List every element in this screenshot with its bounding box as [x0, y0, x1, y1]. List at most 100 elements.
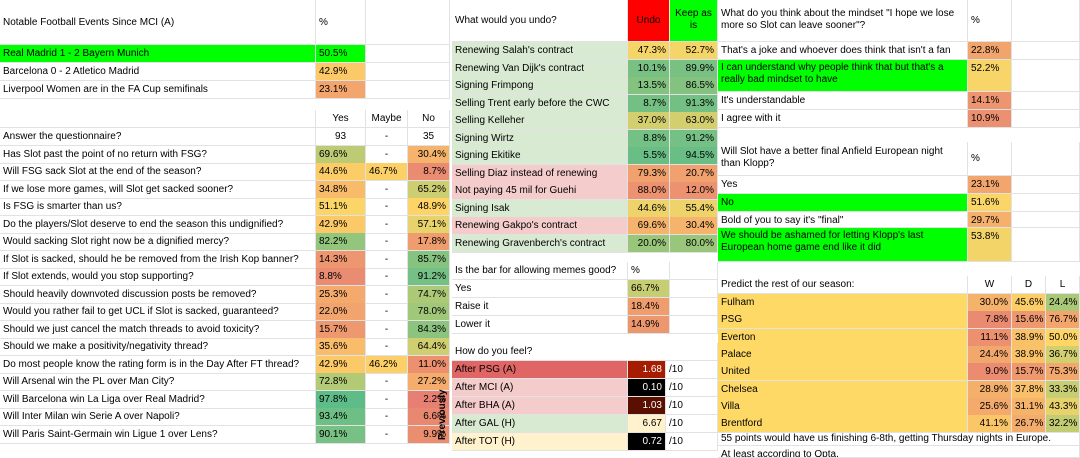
- undo-row-keep[interactable]: 20.7%: [670, 165, 718, 183]
- undo-row-undo[interactable]: 88.0%: [628, 182, 670, 200]
- survey-maybe[interactable]: -: [366, 426, 408, 444]
- predict-l[interactable]: 43.3%: [1046, 398, 1080, 416]
- memes-row-blank[interactable]: [670, 316, 718, 334]
- notable-pct-header[interactable]: %: [316, 0, 366, 45]
- predict-l[interactable]: 50.0%: [1046, 329, 1080, 347]
- undo-row-label[interactable]: Signing Frimpong: [452, 77, 628, 95]
- survey-question[interactable]: Will Arsenal win the PL over Man City?: [0, 373, 316, 391]
- survey-yes[interactable]: 22.0%: [316, 303, 366, 321]
- undo-header[interactable]: Undo: [628, 0, 670, 42]
- anfield-row-pct[interactable]: 23.1%: [968, 176, 1012, 194]
- undo-row-label[interactable]: Signing Isak: [452, 200, 628, 218]
- predict-w[interactable]: 25.6%: [968, 398, 1012, 416]
- memes-row-blank[interactable]: [670, 280, 718, 298]
- mindset-row-label[interactable]: That's a joke and whoever does think tha…: [718, 42, 968, 60]
- anfield-title[interactable]: Will Slot have a better final Anfield Eu…: [718, 142, 968, 176]
- survey-yes[interactable]: 42.9%: [316, 216, 366, 234]
- predict-team[interactable]: Villa: [718, 398, 968, 416]
- undo-row-label[interactable]: Signing Ekitike: [452, 147, 628, 165]
- predict-d[interactable]: 31.1%: [1012, 398, 1046, 416]
- predict-team[interactable]: PSG: [718, 311, 968, 329]
- survey-yes[interactable]: 14.3%: [316, 251, 366, 269]
- predict-l[interactable]: 33.3%: [1046, 381, 1080, 399]
- notable-row-empty[interactable]: [366, 63, 450, 81]
- survey-question[interactable]: If we lose more games, will Slot get sac…: [0, 181, 316, 199]
- undo-row-undo[interactable]: 20.0%: [628, 235, 670, 253]
- predict-title[interactable]: Predict the rest of our season:: [718, 276, 968, 294]
- undo-row-label[interactable]: Selling Kelleher: [452, 112, 628, 130]
- anfield-row-label[interactable]: No: [718, 194, 968, 212]
- undo-row-undo[interactable]: 10.1%: [628, 60, 670, 78]
- survey-no[interactable]: 78.0%: [408, 303, 450, 321]
- survey-maybe[interactable]: -: [366, 268, 408, 286]
- feel-row-label[interactable]: After BHA (A): [452, 397, 628, 415]
- survey-no[interactable]: 17.8%: [408, 233, 450, 251]
- survey-no[interactable]: 57.1%: [408, 216, 450, 234]
- survey-question[interactable]: Is FSG is smarter than us?: [0, 198, 316, 216]
- survey-question[interactable]: Will FSG sack Slot at the end of the sea…: [0, 163, 316, 181]
- anfield-row-pct[interactable]: 53.8%: [968, 228, 1012, 262]
- anfield-blank-header[interactable]: [1012, 142, 1080, 176]
- undo-row-keep[interactable]: 63.0%: [670, 112, 718, 130]
- survey-yes[interactable]: 72.8%: [316, 373, 366, 391]
- undo-row-keep[interactable]: 30.4%: [670, 217, 718, 235]
- survey-yes[interactable]: 90.1%: [316, 426, 366, 444]
- memes-pct-header[interactable]: %: [628, 262, 670, 280]
- memes-row-label[interactable]: Lower it: [452, 316, 628, 334]
- survey-maybe[interactable]: -: [366, 286, 408, 304]
- survey-question[interactable]: Should heavily downvoted discussion post…: [0, 286, 316, 304]
- predict-team[interactable]: Palace: [718, 346, 968, 364]
- feel-row-suffix[interactable]: /10: [666, 415, 718, 433]
- undo-row-label[interactable]: Renewing Van Dijk's contract: [452, 60, 628, 78]
- predict-w[interactable]: 7.8%: [968, 311, 1012, 329]
- mindset-row-pct[interactable]: 52.2%: [968, 60, 1012, 92]
- survey-no[interactable]: 30.4%: [408, 146, 450, 164]
- survey-question[interactable]: Has Slot past the point of no return wit…: [0, 146, 316, 164]
- predict-w[interactable]: 30.0%: [968, 294, 1012, 312]
- mindset-row-label[interactable]: It's understandable: [718, 92, 968, 110]
- feel-row-suffix[interactable]: /10: [666, 379, 718, 397]
- feel-row-score[interactable]: 0.72: [628, 433, 666, 451]
- survey-question[interactable]: Will Barcelona win La Liga over Real Mad…: [0, 391, 316, 409]
- survey-yes[interactable]: 93.4%: [316, 408, 366, 426]
- anfield-row-pct[interactable]: 51.6%: [968, 194, 1012, 212]
- feel-row-label[interactable]: After MCI (A): [452, 379, 628, 397]
- predict-l[interactable]: 24.4%: [1046, 294, 1080, 312]
- undo-row-label[interactable]: Renewing Gakpo's contract: [452, 217, 628, 235]
- undo-title[interactable]: What would you undo?: [452, 0, 628, 42]
- mindset-row-pct[interactable]: 14.1%: [968, 92, 1012, 110]
- survey-yes[interactable]: 93: [316, 128, 366, 146]
- survey-question[interactable]: Would sacking Slot right now be a dignif…: [0, 233, 316, 251]
- undo-row-undo[interactable]: 13.5%: [628, 77, 670, 95]
- survey-no[interactable]: 9.9%: [408, 426, 450, 444]
- survey-maybe[interactable]: 46.7%: [366, 163, 408, 181]
- survey-no[interactable]: 65.2%: [408, 181, 450, 199]
- survey-yes[interactable]: 69.6%: [316, 146, 366, 164]
- undo-row-keep[interactable]: 55.4%: [670, 200, 718, 218]
- predict-d[interactable]: 15.6%: [1012, 311, 1046, 329]
- survey-no[interactable]: 64.4%: [408, 338, 450, 356]
- predict-w[interactable]: 28.9%: [968, 381, 1012, 399]
- undo-row-undo[interactable]: 8.8%: [628, 130, 670, 148]
- survey-yes[interactable]: 82.2%: [316, 233, 366, 251]
- memes-blank-header[interactable]: [670, 262, 718, 280]
- undo-row-keep[interactable]: 94.5%: [670, 147, 718, 165]
- predict-d[interactable]: 15.7%: [1012, 363, 1046, 381]
- predict-w[interactable]: 9.0%: [968, 363, 1012, 381]
- survey-maybe[interactable]: -: [366, 198, 408, 216]
- predict-d[interactable]: 26.7%: [1012, 415, 1046, 433]
- survey-maybe[interactable]: 46.2%: [366, 356, 408, 374]
- survey-no[interactable]: 74.7%: [408, 286, 450, 304]
- survey-no[interactable]: 91.2%: [408, 268, 450, 286]
- mindset-row-pct[interactable]: 10.9%: [968, 110, 1012, 128]
- undo-row-label[interactable]: Signing Wirtz: [452, 130, 628, 148]
- undo-row-undo[interactable]: 47.3%: [628, 42, 670, 60]
- keep-header[interactable]: Keep as is: [670, 0, 718, 42]
- mindset-row-blank[interactable]: [1012, 60, 1080, 92]
- memes-row-pct[interactable]: 14.9%: [628, 316, 670, 334]
- predict-l[interactable]: 36.7%: [1046, 346, 1080, 364]
- survey-question[interactable]: Should we make a positivity/negativity t…: [0, 338, 316, 356]
- undo-row-undo[interactable]: 37.0%: [628, 112, 670, 130]
- survey-maybe[interactable]: -: [366, 128, 408, 146]
- undo-row-keep[interactable]: 12.0%: [670, 182, 718, 200]
